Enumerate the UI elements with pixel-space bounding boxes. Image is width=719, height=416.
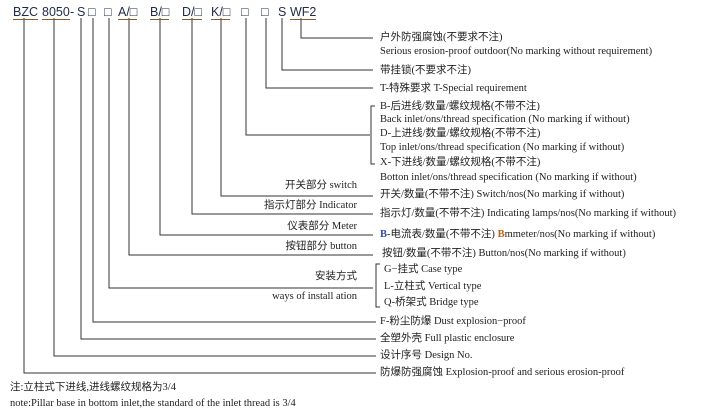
line-special <box>265 18 373 89</box>
desc-switch: 开关/数量(不带不注) Switch/nos(No marking if wit… <box>380 189 625 200</box>
desc-back-cn: B-后进线/数量/螺纹规格(不带不注) <box>380 101 540 112</box>
meter-b: B <box>497 229 505 240</box>
bracket-inlet <box>370 105 375 165</box>
code-box-3: □ <box>241 5 249 19</box>
desc-indicator: 指示灯/数量(不带不注) Indicating lamps/nos(No mar… <box>380 208 677 219</box>
code-8050: 8050 <box>42 5 70 20</box>
label-meter: 仪表部分 Meter <box>287 221 357 232</box>
line-dust <box>92 18 376 323</box>
desc-button: 按钮/数量(不带不注) Button/nos(No marking if wit… <box>382 248 626 259</box>
meter-prefix: B <box>380 229 388 240</box>
desc-back-en: Back inlet/ons/thread specification (No … <box>380 114 630 125</box>
label-button: 按钮部分 button <box>285 241 357 252</box>
desc-bottom-en: Botton inlet/ons/thread specification (N… <box>380 172 637 183</box>
label-indicator: 指示灯部分 Indicator <box>263 200 357 211</box>
desc-outdoor-cn: 户外防强腐蚀(不要求不注) <box>380 32 503 43</box>
code-a: A/□ <box>118 5 138 20</box>
line-explosion <box>23 18 376 374</box>
line-switch <box>220 18 373 197</box>
desc-outdoor-en: Serious erosion-proof outdoor(No marking… <box>380 46 653 57</box>
note-en: note:Pillar base in bottom inlet,the sta… <box>10 398 296 409</box>
line-s-padlock <box>281 18 373 71</box>
line-wf2 <box>300 18 373 39</box>
code-box-4: □ <box>261 5 269 19</box>
line-install <box>108 18 373 289</box>
line-plastic <box>80 18 376 340</box>
line-button <box>128 18 373 256</box>
desc-top-en: Top inlet/ons/thread specification (No m… <box>380 142 625 153</box>
line-design <box>53 18 376 357</box>
desc-explosion: 防爆防强腐蚀 Explosion-proof and serious erosi… <box>380 367 625 378</box>
label-install-en: ways of install ation <box>272 291 357 302</box>
bracket-install <box>375 263 380 308</box>
desc-case: G−挂式 Case type <box>384 264 463 275</box>
code-dash: - <box>70 5 75 19</box>
note-cn: 注:立柱式下进线,进线螺纹规格为3/4 <box>10 382 176 393</box>
code-d: D/□ <box>182 5 203 20</box>
code-b: B/□ <box>150 5 170 20</box>
desc-design: 设计序号 Design No. <box>380 350 473 361</box>
desc-bridge: Q-桥架式 Bridge type <box>384 297 479 308</box>
desc-meter: B-电流表/数量(不带不注) Bmmeter/nos(No marking if… <box>380 228 655 241</box>
desc-dust: F-粉尘防爆 Dust explosion−proof <box>380 316 526 327</box>
line-indicator <box>191 18 373 215</box>
desc-special: T-特殊要求 T-Special requirement <box>380 83 527 94</box>
line-inlet <box>245 18 370 136</box>
desc-plastic: 全塑外壳 Full plastic enclosure <box>380 333 515 344</box>
code-s2: S <box>278 5 287 19</box>
code-wf2: WF2 <box>290 5 317 20</box>
code-bzc: BZC <box>13 5 38 20</box>
code-k: K/□ <box>211 5 231 20</box>
desc-bottom-cn: X-下进线/数量/螺纹规格(不带不注) <box>380 157 541 168</box>
label-switch: 开关部分 switch <box>284 180 357 191</box>
desc-padlock: 带挂锁(不要求不注) <box>380 65 471 76</box>
code-box-2: □ <box>104 5 112 19</box>
desc-vertical: L-立柱式 Vertical type <box>384 281 482 292</box>
desc-top-cn: D-上进线/数量/螺纹规格(不带不注) <box>380 128 541 139</box>
line-meter <box>159 18 373 236</box>
meter-rest: mmeter/nos(No marking if without) <box>504 229 656 240</box>
code-s: S <box>77 5 86 19</box>
meter-mid: -电流表/数量(不带不注) <box>387 229 498 240</box>
code-box-1: □ <box>88 5 96 19</box>
label-install-cn: 安装方式 <box>315 271 357 282</box>
